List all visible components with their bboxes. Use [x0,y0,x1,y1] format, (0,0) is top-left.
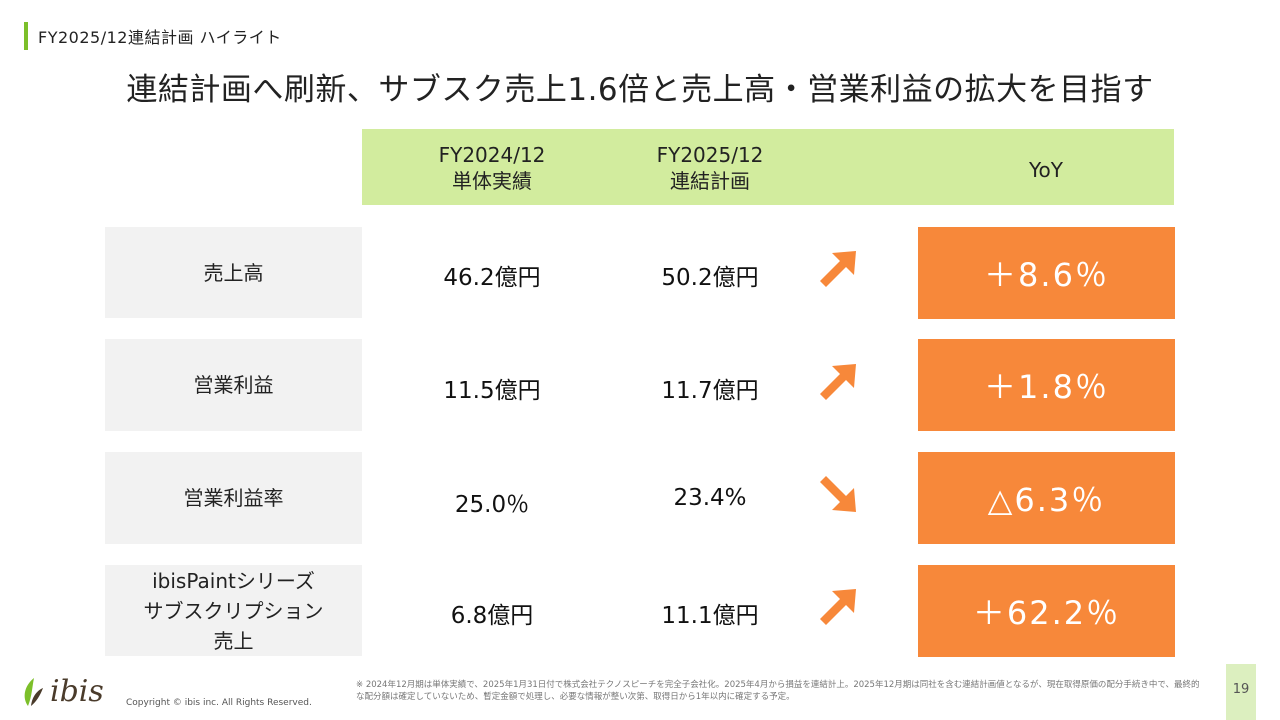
value-fy2025-sales: 50.2億円 [661,265,759,291]
trend-up-arrow-icon [820,251,856,287]
logo-wordmark: ibis [50,674,104,709]
yoy-badge-operating-profit: ＋1.8％ [918,339,1175,431]
accent-bar [24,22,28,50]
row-label-subscription-sales: ibisPaintシリーズ サブスクリプション 売上 [105,565,362,656]
row-label-line: 売上 [213,628,254,653]
trend-up-arrow-icon [820,364,856,400]
column-header-fy2024-line1: FY2024/12 [438,143,546,167]
column-header-fy2025-line1: FY2025/12 [656,143,764,167]
column-header-fy2025-line2: 連結計画 [670,169,750,193]
value-fy2025-subscription-sales: 11.1億円 [661,603,759,629]
value-fy2025-operating-profit: 11.7億円 [661,378,759,404]
ibis-logo: ibis [22,674,104,709]
copyright-text: Copyright © ibis inc. All Rights Reserve… [126,698,312,708]
leaf-logo-icon [24,677,43,706]
value-fy2025-operating-margin: 23.4% [673,485,747,511]
slide-title: 連結計画へ刷新、サブスク売上1.6倍と売上高・営業利益の拡大を目指す [126,72,1154,108]
footnote: ※ 2024年12月期は単体実績で、2025年1月31日付で株式会社テクノスピー… [356,680,1200,702]
yoy-badge-sales: ＋8.6％ [918,227,1175,319]
row-label-sales: 売上高 [105,227,362,318]
column-header-fy2024-line2: 単体実績 [452,169,532,193]
column-header-fy2024: FY2024/12 単体実績 [392,142,592,194]
value-fy2024-sales: 46.2億円 [443,265,541,291]
row-label-line: サブスクリプション [143,598,324,623]
column-header-yoy-label: YoY [1028,158,1063,182]
section-header: FY2025/12連結計画 ハイライト [24,22,282,50]
table-header-band [362,129,1174,205]
breadcrumb: FY2025/12連結計画 ハイライト [38,28,282,47]
column-header-yoy: YoY [946,157,1146,183]
row-label-line: 営業利益 [193,373,274,397]
trend-down-arrow-icon [820,476,856,512]
row-label-operating-profit: 営業利益 [105,339,362,431]
value-fy2024-operating-margin: 25.0％ [454,492,530,518]
row-label-line: 営業利益率 [183,486,284,510]
page-number: 19 [1226,664,1256,720]
row-label-operating-margin: 営業利益率 [105,452,362,544]
row-label-line: ibisPaintシリーズ [152,568,315,593]
yoy-badge-subscription-sales: ＋62.2％ [918,565,1175,657]
row-label-line: 売上高 [203,260,264,285]
yoy-badge-operating-margin: △6.3％ [918,452,1175,544]
trend-up-arrow-icon [820,589,856,625]
value-fy2024-subscription-sales: 6.8億円 [450,603,534,629]
value-fy2024-operating-profit: 11.5億円 [443,378,541,404]
column-header-fy2025: FY2025/12 連結計画 [610,142,810,194]
